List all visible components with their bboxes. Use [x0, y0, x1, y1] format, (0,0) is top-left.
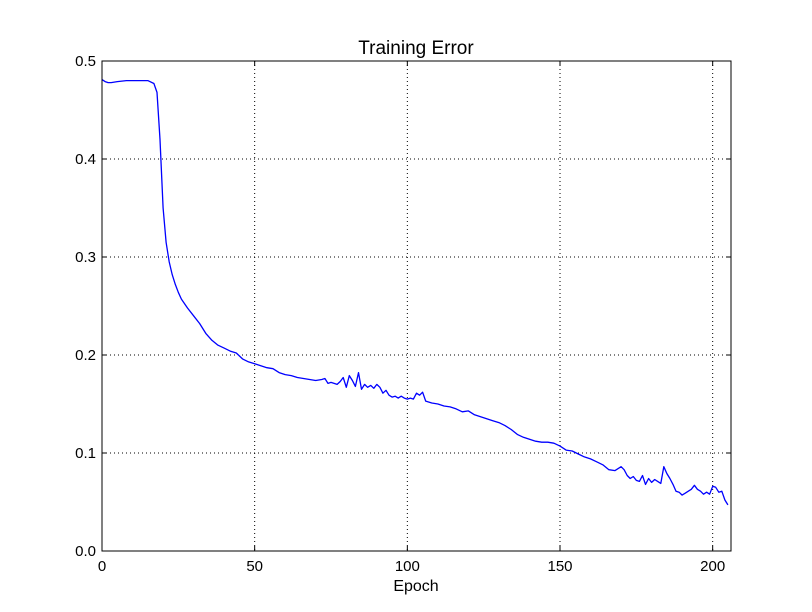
- y-tick-label: 0.1: [75, 445, 96, 462]
- x-axis-label: Epoch: [393, 578, 438, 595]
- x-tick-label: 150: [547, 558, 572, 575]
- x-tick-label: 50: [246, 558, 263, 575]
- x-tick-label: 0: [98, 558, 106, 575]
- y-tick-label: 0.2: [75, 347, 96, 364]
- y-tick-label: 0.5: [75, 53, 96, 70]
- plot-area-frame: [101, 60, 732, 552]
- x-tick-label: 200: [700, 558, 725, 575]
- x-tick-label: 100: [395, 558, 420, 575]
- series-line: [101, 79, 729, 506]
- series-layer: [101, 79, 729, 506]
- grid-lines: [101, 60, 731, 552]
- tick-labels: 0 50 100 150 200 0.0 0.1 0.2 0.3 0.4 0.5: [75, 53, 725, 575]
- y-tick-label: 0.3: [75, 249, 96, 266]
- chart-title: Training Error: [358, 38, 474, 59]
- y-tick-label: 0.4: [75, 151, 96, 168]
- axis-ticks: [101, 60, 731, 552]
- y-tick-label: 0.0: [75, 543, 96, 560]
